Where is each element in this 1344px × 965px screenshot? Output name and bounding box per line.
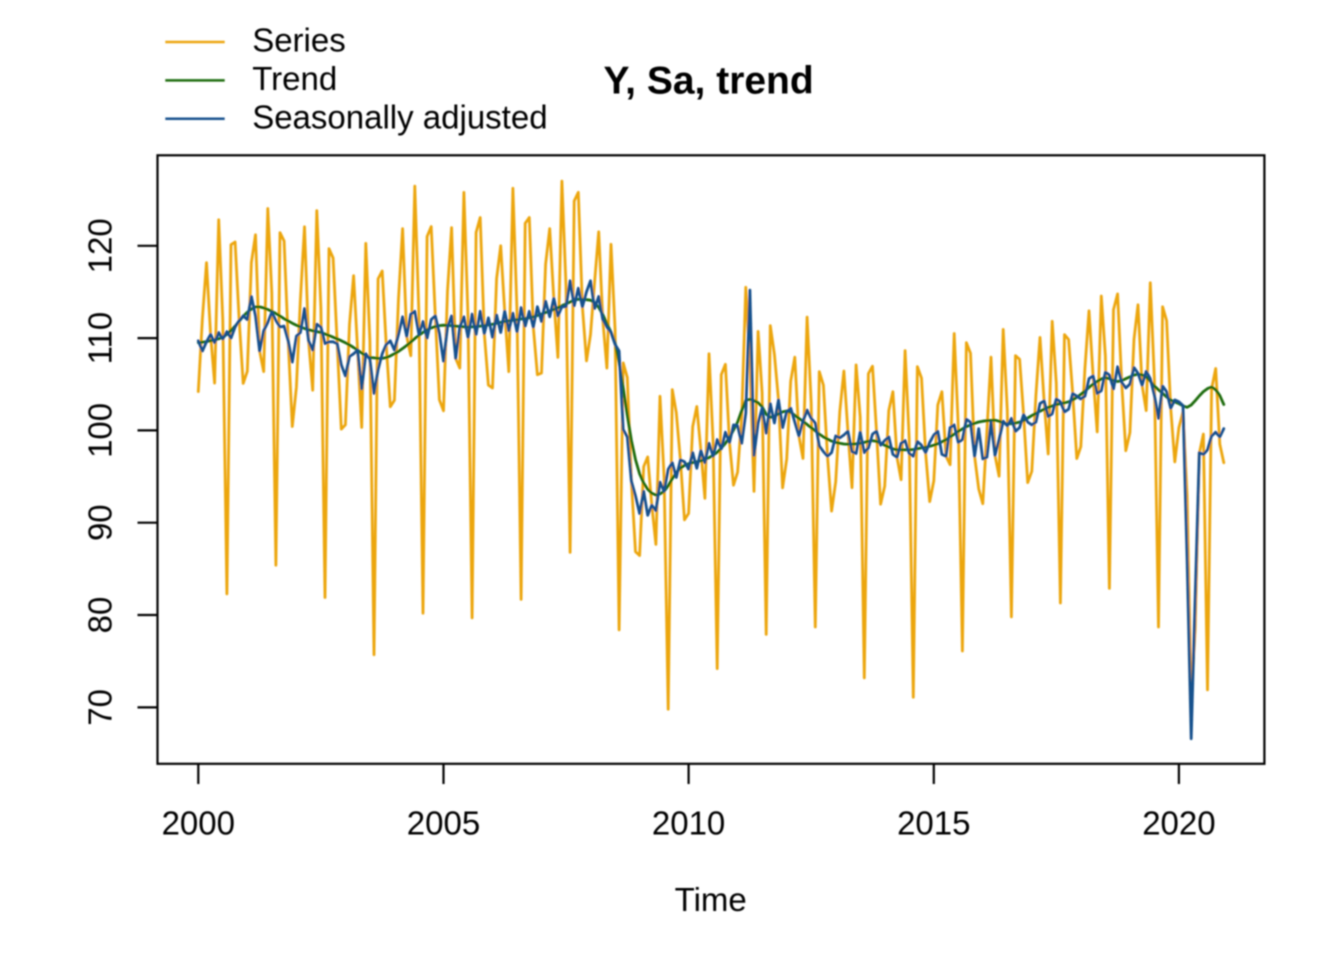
svg-text:Y, Sa, trend: Y, Sa, trend [603, 60, 813, 103]
svg-text:70: 70 [82, 689, 119, 726]
svg-text:2010: 2010 [652, 805, 725, 842]
svg-text:2000: 2000 [162, 805, 235, 842]
svg-text:100: 100 [82, 403, 119, 458]
svg-text:Seasonally adjusted: Seasonally adjusted [252, 98, 547, 135]
svg-text:120: 120 [82, 218, 119, 273]
svg-text:90: 90 [82, 504, 119, 541]
svg-text:Trend: Trend [252, 60, 337, 97]
svg-text:Series: Series [252, 22, 346, 59]
svg-text:Time: Time [675, 881, 747, 918]
svg-text:2005: 2005 [407, 805, 480, 842]
svg-text:2020: 2020 [1142, 805, 1215, 842]
svg-text:2015: 2015 [897, 805, 970, 842]
svg-text:80: 80 [82, 597, 119, 634]
svg-text:110: 110 [82, 312, 119, 365]
